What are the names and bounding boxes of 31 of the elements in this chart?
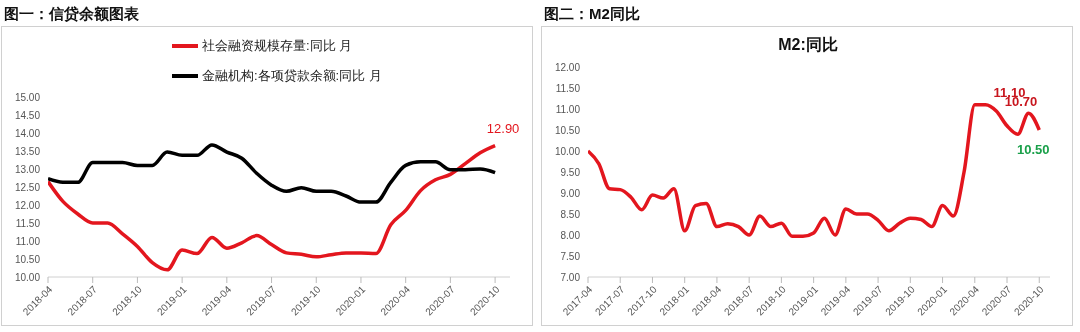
y-tick-label: 7.00 [560,271,581,283]
legend-label: 社会融资规模存量:同比 月 [202,37,353,55]
y-tick-label: 8.50 [560,208,581,220]
chart-title: 图一：信贷余额图表 [4,5,139,24]
y-tick-label: 11.00 [15,235,41,247]
y-tick-label: 10.00 [554,145,581,157]
y-tick-label: 13.50 [14,145,41,157]
y-tick-label: 12.00 [14,199,41,211]
line-series [48,143,497,272]
y-tick-label: 15.00 [14,91,41,103]
legend-label: 金融机构:各项贷款余额:同比 月 [202,67,382,85]
y-tick-label: 10.50 [14,253,41,265]
y-tick-label: 10.00 [14,271,41,283]
y-tick-label: 14.00 [14,127,41,139]
y-tick-label: 13.00 [14,163,41,175]
chart-title: 图二：M2同比 [544,5,640,24]
y-tick-label: 11.00 [555,103,581,115]
chart-subtitle: M2:同比 [777,35,839,55]
y-tick-label: 11.50 [555,82,581,94]
y-tick-label: 10.50 [554,124,581,136]
annotation: 12.90 [486,120,520,136]
y-tick-label: 9.50 [560,166,581,178]
y-tick-label: 9.00 [560,187,581,199]
y-tick-label: 8.00 [560,229,581,241]
line-series [48,143,497,204]
y-tick-label: 14.50 [14,109,41,121]
y-tick-label: 7.50 [560,250,581,262]
y-tick-label: 12.00 [554,61,581,73]
y-tick-label: 12.50 [14,181,41,193]
y-tick-label: 11.50 [15,217,41,229]
annotation: 10.50 [1016,142,1050,157]
